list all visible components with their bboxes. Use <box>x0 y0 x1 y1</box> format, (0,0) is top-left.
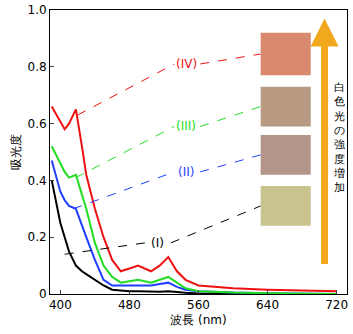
svg-text:1.0: 1.0 <box>28 3 47 17</box>
svg-text:0.4: 0.4 <box>28 174 47 188</box>
svg-text:0: 0 <box>39 287 47 301</box>
svg-text:(II): (II) <box>178 165 194 179</box>
svg-text:0.2: 0.2 <box>28 230 47 244</box>
svg-text:400: 400 <box>49 298 72 312</box>
svg-text:560: 560 <box>187 298 210 312</box>
svg-text:(IV): (IV) <box>176 57 197 71</box>
svg-text:吸光度: 吸光度 <box>9 134 23 170</box>
svg-text:(I): (I) <box>151 236 164 250</box>
svg-text:0.8: 0.8 <box>28 60 47 74</box>
svg-text:480: 480 <box>118 298 141 312</box>
svg-text:640: 640 <box>256 298 279 312</box>
svg-text:(III): (III) <box>176 119 196 133</box>
svg-text:720: 720 <box>325 298 348 312</box>
svg-text:波長 (nm): 波長 (nm) <box>170 313 226 327</box>
svg-text:0.6: 0.6 <box>28 117 47 131</box>
svg-text:白色光の強度増加: 白色光の強度増加 <box>333 81 345 194</box>
